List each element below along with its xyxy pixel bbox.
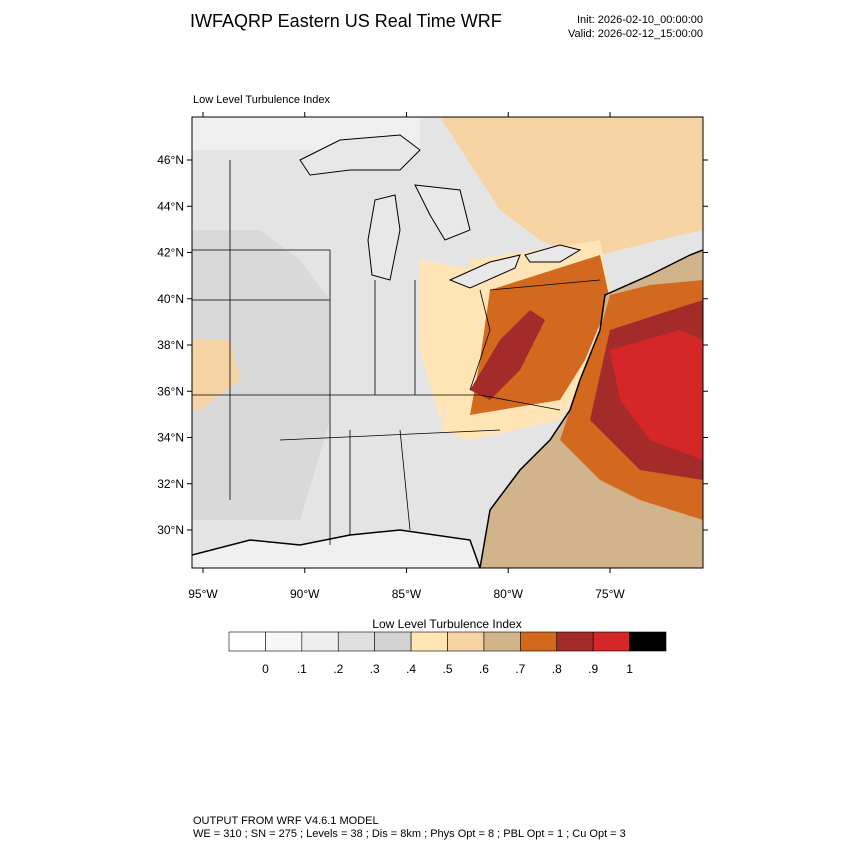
lat-tick-label: 42°N [157, 246, 184, 260]
colorbar-tick-label: .4 [406, 662, 416, 676]
lat-tick-label: 30°N [157, 523, 184, 537]
colorbar-tick-label: 1 [626, 662, 633, 676]
colorbar-tick-label: .9 [588, 662, 598, 676]
lon-tick-label: 85°W [392, 587, 422, 601]
page-title: IWFAQRP Eastern US Real Time WRF [190, 11, 502, 31]
colorbar-title: Low Level Turbulence Index [372, 617, 521, 631]
colorbar-box [556, 631, 594, 652]
lake-michigan [367, 194, 401, 281]
colorbar-tick-label: .1 [297, 662, 307, 676]
colorbar-box [520, 631, 558, 652]
turbulence-plains [192, 340, 240, 410]
lat-tick-label: 32°N [157, 477, 184, 491]
colorbar-box [301, 631, 339, 652]
colorbar-box [228, 631, 266, 652]
colorbar-box [265, 631, 303, 652]
lat-tick-label: 38°N [157, 338, 184, 352]
state-borders [192, 160, 601, 545]
colorbar-box [374, 631, 412, 652]
lon-tick-label: 75°W [595, 587, 625, 601]
lon-tick-label: 90°W [290, 587, 320, 601]
lake-erie [448, 254, 521, 289]
colorbar-box [592, 631, 630, 652]
colorbar-box [337, 631, 375, 652]
lat-tick-label: 44°N [157, 199, 184, 213]
colorbar-tick-label: .3 [370, 662, 380, 676]
lat-tick-label: 34°N [157, 431, 184, 445]
colorbar-box [629, 631, 667, 652]
turbulence-ridge [470, 310, 545, 400]
turbulence-northeast [440, 117, 703, 260]
colorbar-box [447, 631, 485, 652]
colorbar-tick-label: 0 [262, 662, 269, 676]
footer-line: WE = 310 ; SN = 275 ; Levels = 38 ; Dis … [193, 828, 626, 840]
lake-ontario [524, 244, 582, 263]
map-title: Low Level Turbulence Index [193, 94, 330, 106]
lon-tick-label: 80°W [494, 587, 524, 601]
coastline [479, 249, 703, 568]
colorbar-tick-label: .7 [515, 662, 525, 676]
colorbar-box [483, 631, 521, 652]
colorbar-tick-label: .6 [479, 662, 489, 676]
map-ticks: 30°N 32°N 34°N 36°N 38°N 40°N 42°N 44°N 46°N 95°W… [157, 112, 708, 601]
init-time: Init: 2026-02-10_00:00:00 [577, 14, 703, 26]
lon-tick-label: 95°W [188, 587, 218, 601]
lake-superior [299, 134, 421, 176]
lake-huron [414, 184, 471, 241]
map [192, 117, 703, 568]
map-frame [191, 116, 704, 569]
colorbar-tick-label: .8 [552, 662, 562, 676]
colorbar: 0 .1 .2 .3 .4 .5 .6 .7 .8 .9 1 [228, 631, 667, 676]
lat-tick-label: 46°N [157, 153, 184, 167]
lat-tick-label: 36°N [157, 384, 184, 398]
colorbar-tick-label: .5 [442, 662, 452, 676]
valid-time: Valid: 2026-02-12_15:00:00 [568, 28, 703, 40]
plains-shade [192, 230, 330, 520]
colorbar-box [410, 631, 448, 652]
gulf [192, 530, 480, 568]
footer-line: OUTPUT FROM WRF V4.6.1 MODEL [193, 815, 379, 827]
colorbar-tick-label: .2 [333, 662, 343, 676]
ocean-red [610, 330, 703, 460]
lat-tick-label: 40°N [157, 292, 184, 306]
